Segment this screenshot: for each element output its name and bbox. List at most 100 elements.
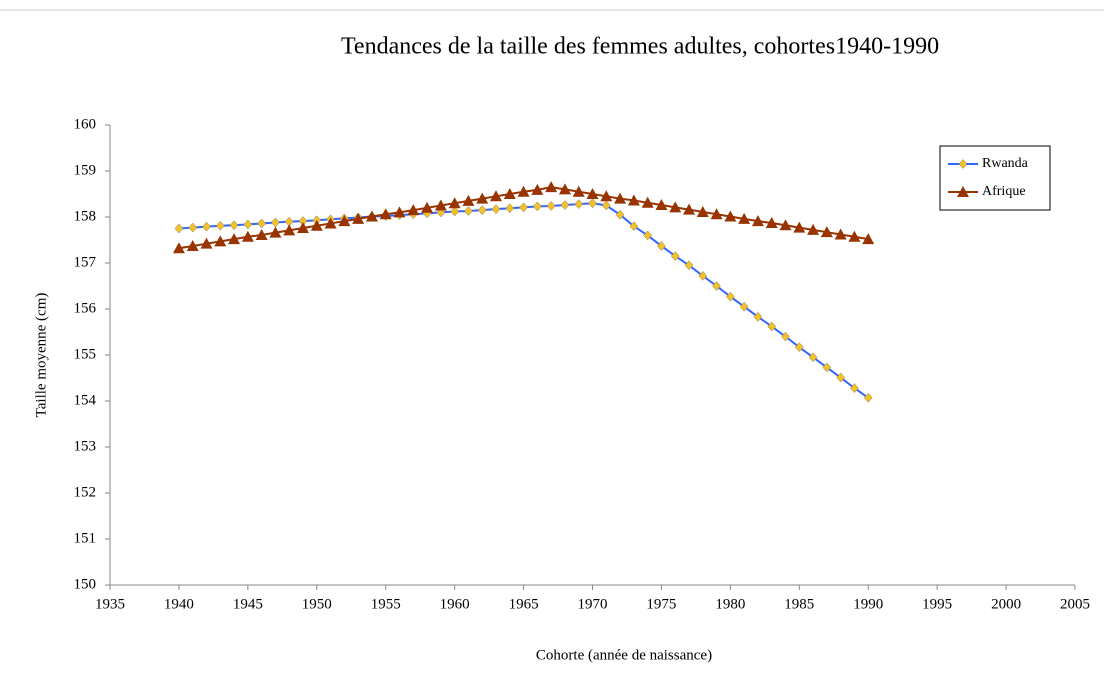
x-tick-label: 1935: [95, 596, 125, 612]
point: [793, 221, 806, 233]
point: [503, 188, 516, 199]
x-tick-label: 1960: [440, 596, 470, 612]
y-tick-label: 155: [74, 346, 97, 362]
point: [533, 201, 542, 212]
point: [698, 271, 708, 281]
x-tick-label: 1955: [371, 596, 401, 612]
y-axis-label: Taille moyenne (cm): [33, 293, 49, 418]
point: [710, 208, 723, 220]
point: [545, 181, 558, 193]
point: [808, 352, 818, 363]
point: [283, 224, 296, 236]
point: [271, 217, 280, 228]
point: [241, 230, 254, 242]
y-tick-label: 150: [74, 576, 97, 592]
point: [477, 205, 487, 215]
point: [462, 194, 475, 206]
point: [464, 206, 473, 216]
x-tick-label: 1965: [509, 596, 539, 612]
x-tick-label: 1945: [233, 596, 263, 612]
point: [546, 201, 556, 211]
point: [820, 226, 833, 238]
point: [794, 342, 804, 353]
point: [629, 221, 639, 232]
point: [655, 199, 668, 211]
legend-label: Afrique: [982, 184, 1026, 199]
point: [519, 202, 528, 213]
point: [600, 190, 613, 202]
point: [421, 201, 434, 213]
point: [434, 199, 447, 211]
point: [586, 188, 599, 199]
y-tick-label: 158: [74, 208, 97, 224]
point: [683, 203, 695, 215]
point: [297, 222, 309, 234]
legend-label: Rwanda: [982, 156, 1029, 171]
x-tick-label: 1950: [302, 596, 332, 612]
point: [558, 183, 571, 195]
point: [739, 301, 749, 312]
point: [726, 291, 735, 302]
point: [324, 217, 337, 229]
point: [779, 219, 792, 231]
point: [517, 185, 530, 197]
point: [670, 251, 680, 261]
point: [588, 198, 597, 209]
point: [379, 208, 392, 220]
point: [202, 221, 211, 232]
y-tick-label: 160: [74, 116, 97, 132]
point: [643, 230, 652, 241]
point: [781, 331, 790, 342]
x-axis-label: Cohorte (année de naissance): [536, 647, 712, 663]
legend-box: [939, 145, 1051, 211]
x-tick-label: 1940: [164, 596, 194, 612]
y-tick-label: 151: [74, 530, 97, 546]
point: [684, 260, 694, 271]
point: [229, 220, 239, 231]
y-tick-label: 154: [74, 392, 97, 408]
point: [751, 215, 764, 227]
point: [352, 212, 365, 224]
x-tick-label: 1990: [853, 596, 883, 612]
point: [574, 199, 584, 209]
x-tick-label: 1985: [784, 596, 814, 612]
point: [712, 281, 721, 291]
point: [450, 206, 459, 217]
point: [407, 204, 420, 216]
point: [172, 242, 185, 254]
point: [657, 241, 666, 251]
point: [627, 194, 640, 206]
point: [765, 216, 778, 228]
point: [807, 223, 820, 235]
point: [257, 218, 266, 229]
point: [862, 233, 875, 245]
point: [243, 219, 253, 230]
x-tick-label: 1970: [578, 596, 608, 612]
point: [200, 237, 213, 249]
x-tick-label: 1980: [715, 596, 745, 612]
legend-marker: [958, 159, 968, 169]
point: [505, 203, 515, 214]
point: [669, 201, 682, 213]
point: [863, 392, 873, 403]
y-tick-label: 156: [74, 300, 97, 316]
point: [310, 219, 323, 231]
point: [836, 372, 845, 383]
point: [822, 362, 832, 373]
point: [255, 228, 268, 240]
point: [724, 210, 737, 222]
y-tick-label: 153: [74, 438, 97, 454]
point: [572, 185, 585, 197]
y-tick-label: 159: [74, 162, 97, 178]
x-tick-label: 1975: [646, 596, 676, 612]
point: [490, 190, 502, 202]
point: [641, 196, 654, 208]
point: [601, 200, 611, 211]
point: [214, 235, 227, 247]
y-tick-label: 152: [74, 484, 97, 500]
point: [491, 204, 501, 215]
point: [767, 321, 777, 332]
x-tick-label: 2000: [991, 596, 1021, 612]
legend-marker: [957, 186, 969, 197]
